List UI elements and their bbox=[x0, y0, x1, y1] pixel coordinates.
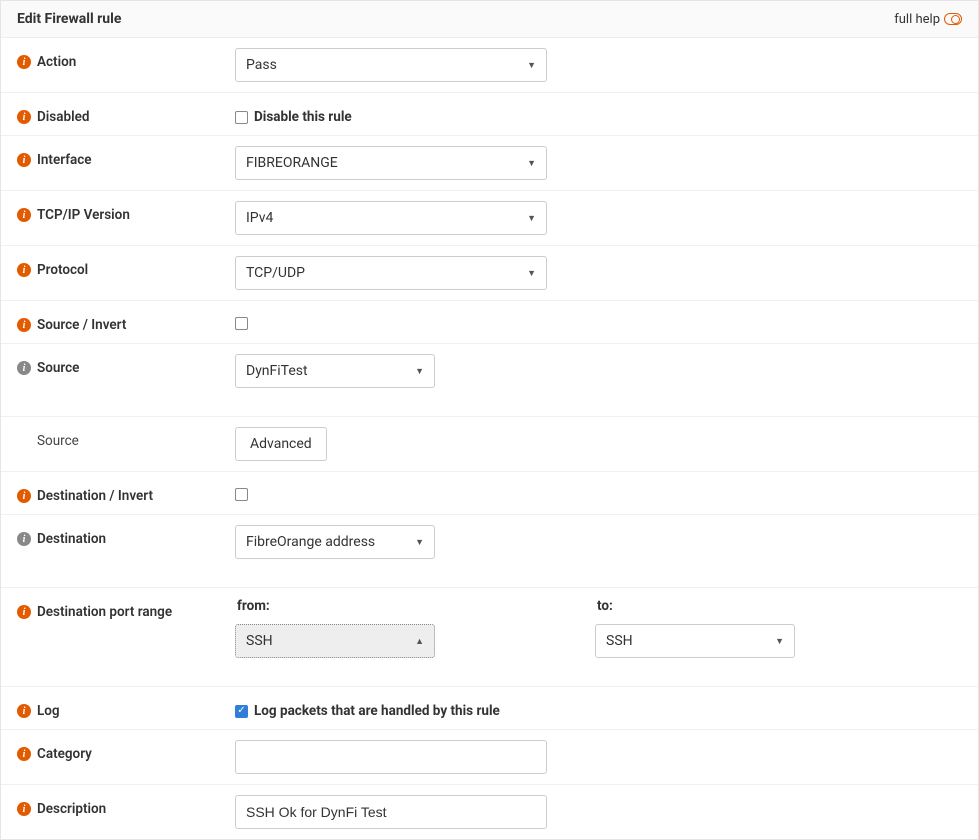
firewall-rule-panel: Edit Firewall rule full help i Action Pa… bbox=[0, 0, 979, 840]
description-input[interactable] bbox=[235, 795, 547, 829]
chevron-down-icon: ▼ bbox=[527, 158, 536, 169]
port-to-select[interactable]: SSH ▼ bbox=[595, 624, 795, 658]
chevron-down-icon: ▼ bbox=[415, 366, 424, 377]
row-destination: i Destination FibreOrange address ▼ bbox=[1, 515, 978, 588]
row-log: i Log Log packets that are handled by th… bbox=[1, 687, 978, 730]
info-icon[interactable]: i bbox=[17, 489, 31, 503]
info-icon[interactable]: i bbox=[17, 263, 31, 277]
label-description: i Description bbox=[17, 795, 235, 817]
dst-invert-checkbox[interactable] bbox=[235, 488, 248, 501]
source-select[interactable]: DynFiTest ▼ bbox=[235, 354, 435, 388]
info-icon[interactable]: i bbox=[17, 605, 31, 619]
row-description: i Description bbox=[1, 785, 978, 839]
row-interface: i Interface FIBREORANGE ▼ bbox=[1, 136, 978, 191]
info-icon[interactable]: i bbox=[17, 802, 31, 816]
disabled-checkbox-label: Disable this rule bbox=[254, 109, 352, 125]
row-tcpip: i TCP/IP Version IPv4 ▼ bbox=[1, 191, 978, 246]
label-source-adv: Source bbox=[17, 427, 235, 449]
log-checkbox[interactable] bbox=[235, 705, 248, 718]
row-category: i Category bbox=[1, 730, 978, 785]
category-input[interactable] bbox=[235, 740, 547, 774]
row-protocol: i Protocol TCP/UDP ▼ bbox=[1, 246, 978, 301]
action-select[interactable]: Pass ▼ bbox=[235, 48, 547, 82]
chevron-down-icon: ▼ bbox=[527, 213, 536, 224]
label-destination: i Destination bbox=[17, 525, 235, 547]
chevron-up-icon: ▲ bbox=[415, 636, 424, 647]
port-to-label: to: bbox=[595, 598, 795, 614]
chevron-down-icon: ▼ bbox=[527, 268, 536, 279]
row-dst-invert: i Destination / Invert bbox=[1, 472, 978, 515]
chevron-down-icon: ▼ bbox=[415, 537, 424, 548]
label-dst-port: i Destination port range bbox=[17, 598, 235, 620]
info-icon[interactable]: i bbox=[17, 110, 31, 124]
log-checkbox-label: Log packets that are handled by this rul… bbox=[254, 703, 500, 719]
row-action: i Action Pass ▼ bbox=[1, 38, 978, 93]
interface-select[interactable]: FIBREORANGE ▼ bbox=[235, 146, 547, 180]
info-icon[interactable]: i bbox=[17, 318, 31, 332]
advanced-button[interactable]: Advanced bbox=[235, 427, 327, 461]
label-protocol: i Protocol bbox=[17, 256, 235, 278]
info-icon[interactable]: i bbox=[17, 361, 31, 375]
info-icon[interactable]: i bbox=[17, 55, 31, 69]
info-icon[interactable]: i bbox=[17, 532, 31, 546]
row-src-invert: i Source / Invert bbox=[1, 301, 978, 344]
info-icon[interactable]: i bbox=[17, 153, 31, 167]
label-log: i Log bbox=[17, 697, 235, 719]
info-icon[interactable]: i bbox=[17, 704, 31, 718]
full-help-toggle[interactable]: full help bbox=[894, 12, 962, 27]
row-source-adv: Source Advanced bbox=[1, 417, 978, 472]
label-dst-invert: i Destination / Invert bbox=[17, 482, 235, 504]
full-help-label: full help bbox=[894, 12, 940, 27]
label-source: i Source bbox=[17, 354, 235, 376]
row-source: i Source DynFiTest ▼ bbox=[1, 344, 978, 417]
panel-header: Edit Firewall rule full help bbox=[1, 1, 978, 38]
label-interface: i Interface bbox=[17, 146, 235, 168]
tcpip-select[interactable]: IPv4 ▼ bbox=[235, 201, 547, 235]
row-disabled: i Disabled Disable this rule bbox=[1, 93, 978, 136]
panel-title: Edit Firewall rule bbox=[17, 11, 121, 27]
row-dst-port: i Destination port range from: SSH ▲ to:… bbox=[1, 588, 978, 687]
port-from-select[interactable]: SSH ▲ bbox=[235, 624, 435, 658]
label-action: i Action bbox=[17, 48, 235, 70]
info-icon[interactable]: i bbox=[17, 747, 31, 761]
label-src-invert: i Source / Invert bbox=[17, 311, 235, 333]
protocol-select[interactable]: TCP/UDP ▼ bbox=[235, 256, 547, 290]
info-icon[interactable]: i bbox=[17, 208, 31, 222]
chevron-down-icon: ▼ bbox=[527, 60, 536, 71]
destination-select[interactable]: FibreOrange address ▼ bbox=[235, 525, 435, 559]
port-from-label: from: bbox=[235, 598, 435, 614]
src-invert-checkbox[interactable] bbox=[235, 317, 248, 330]
disabled-checkbox[interactable] bbox=[235, 111, 248, 124]
label-disabled: i Disabled bbox=[17, 103, 235, 125]
toggle-icon bbox=[944, 13, 962, 25]
label-category: i Category bbox=[17, 740, 235, 762]
label-tcpip: i TCP/IP Version bbox=[17, 201, 235, 223]
chevron-down-icon: ▼ bbox=[775, 636, 784, 647]
